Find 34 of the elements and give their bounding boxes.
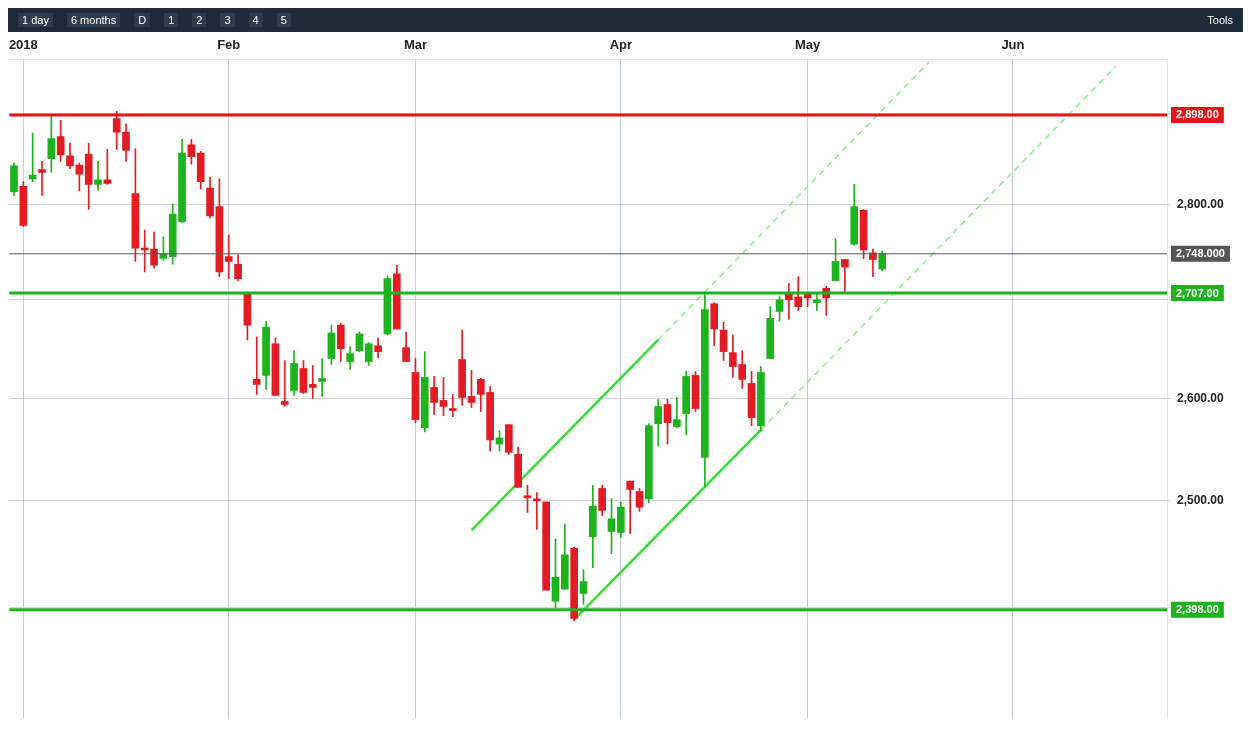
text: 3 — [220, 13, 235, 27]
text: 5 — [276, 13, 291, 27]
y-tick-label: 2,500.00 — [1177, 493, 1225, 508]
ref-line-label: 2,748.000 — [1176, 247, 1225, 260]
x-tick-label: Apr — [609, 37, 633, 53]
text: 1 — [164, 13, 179, 27]
text: Tools — [1207, 14, 1233, 26]
candlestick — [448, 394, 457, 417]
candlestick — [224, 234, 233, 279]
candlestick — [94, 160, 102, 191]
candlestick — [38, 160, 46, 196]
x-tick-label: Feb — [217, 37, 241, 53]
candlestick — [308, 365, 317, 399]
candlestick — [841, 259, 849, 293]
y-tick-label: 2,800.00 — [1177, 197, 1225, 212]
text: 1 day — [18, 13, 53, 27]
x-tick-label: Jun — [1001, 37, 1025, 53]
candlestick — [673, 397, 681, 429]
x-tick-label: Mar — [403, 37, 428, 53]
y-tick-label: 2,600.00 — [1177, 390, 1225, 405]
x-tick-label: 2018 — [8, 37, 38, 53]
text: 4 — [248, 13, 263, 27]
candlestick — [318, 358, 326, 397]
ref-line-label: 2,898.00 — [1176, 108, 1219, 121]
text: D — [134, 13, 151, 27]
candlestick — [28, 132, 37, 182]
ref-line-label: 2,398.00 — [1176, 603, 1219, 616]
ref-line-label: 2,707.00 — [1176, 286, 1219, 299]
candlestick — [252, 336, 261, 395]
candlestick — [280, 360, 289, 407]
text: 6 months — [66, 13, 121, 27]
x-tick-label: May — [794, 37, 821, 53]
text: 2 — [192, 13, 207, 27]
candlestick — [626, 480, 635, 534]
